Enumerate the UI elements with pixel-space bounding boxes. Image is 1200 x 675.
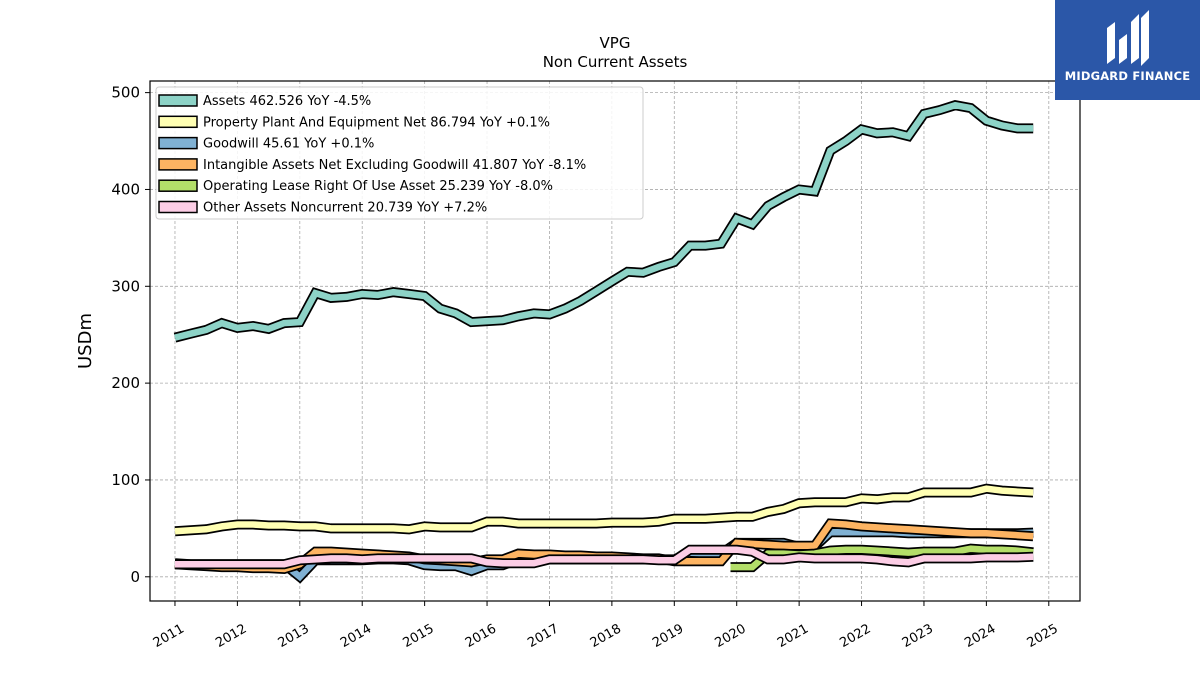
legend-swatch <box>158 200 198 214</box>
x-tick-label: 2014 <box>338 621 374 651</box>
y-tick-label: 500 <box>111 84 140 102</box>
series-layer <box>173 100 1034 584</box>
logo: MIDGARD FINANCE <box>1055 0 1200 100</box>
series-fill <box>174 485 1034 535</box>
x-tick-label: 2025 <box>1025 621 1061 651</box>
legend-swatch <box>158 158 198 171</box>
logo-mark-icon <box>1107 10 1149 66</box>
series-fill <box>175 546 1034 568</box>
y-axis-label: USDm <box>75 313 96 369</box>
series-fill <box>174 101 1034 341</box>
legend: Assets 462.526 YoY -4.5% Property Plant A… <box>155 86 644 220</box>
logo-text: MIDGARD FINANCE <box>1064 69 1191 83</box>
y-tick-label: 200 <box>111 374 140 392</box>
x-tick-label: 2013 <box>276 621 312 651</box>
legend-swatch <box>158 136 198 150</box>
legend-swatch <box>158 115 198 129</box>
x-tick-label: 2020 <box>713 621 749 651</box>
legend-label: Other Assets Noncurrent 20.739 YoY +7.2% <box>203 201 487 216</box>
legend-label: Operating Lease Right Of Use Asset 25.23… <box>203 179 553 194</box>
series-line <box>730 543 1034 573</box>
chart-subtitle: Non Current Assets <box>543 53 688 71</box>
x-tick-label: 2022 <box>837 621 873 651</box>
legend-swatch <box>158 179 198 192</box>
y-tick-label: 300 <box>111 277 140 295</box>
x-tick-label: 2024 <box>962 621 998 651</box>
legend-label: Property Plant And Equipment Net 86.794 … <box>203 115 550 130</box>
x-tick-label: 2017 <box>525 621 561 651</box>
series-line <box>174 483 1034 537</box>
x-tick-label: 2021 <box>775 621 811 651</box>
legend-label: Assets 462.526 YoY -4.5% <box>203 94 371 109</box>
x-tick-label: 2015 <box>400 621 436 651</box>
chart-title: VPG <box>600 34 631 52</box>
legend-swatch <box>158 94 198 107</box>
series-line <box>173 100 1034 343</box>
x-tick-label: 2012 <box>213 621 249 651</box>
legend-box <box>155 86 644 220</box>
series-fill <box>730 545 1034 571</box>
x-tick-label: 2019 <box>650 621 686 651</box>
series-line <box>175 544 1034 570</box>
plot-frame <box>149 80 1081 602</box>
legend-label: Goodwill 45.61 YoY +0.1% <box>203 137 374 152</box>
legend-label: Intangible Assets Net Excluding Goodwill… <box>203 158 586 173</box>
y-tick-label: 100 <box>111 471 140 489</box>
x-tick-label: 2011 <box>151 621 187 651</box>
x-tick-label: 2023 <box>900 621 936 651</box>
x-tick-label: 2016 <box>463 621 499 651</box>
y-tick-label: 0 <box>130 568 140 586</box>
y-tick-label: 400 <box>111 180 140 198</box>
x-tick-label: 2018 <box>588 621 624 651</box>
